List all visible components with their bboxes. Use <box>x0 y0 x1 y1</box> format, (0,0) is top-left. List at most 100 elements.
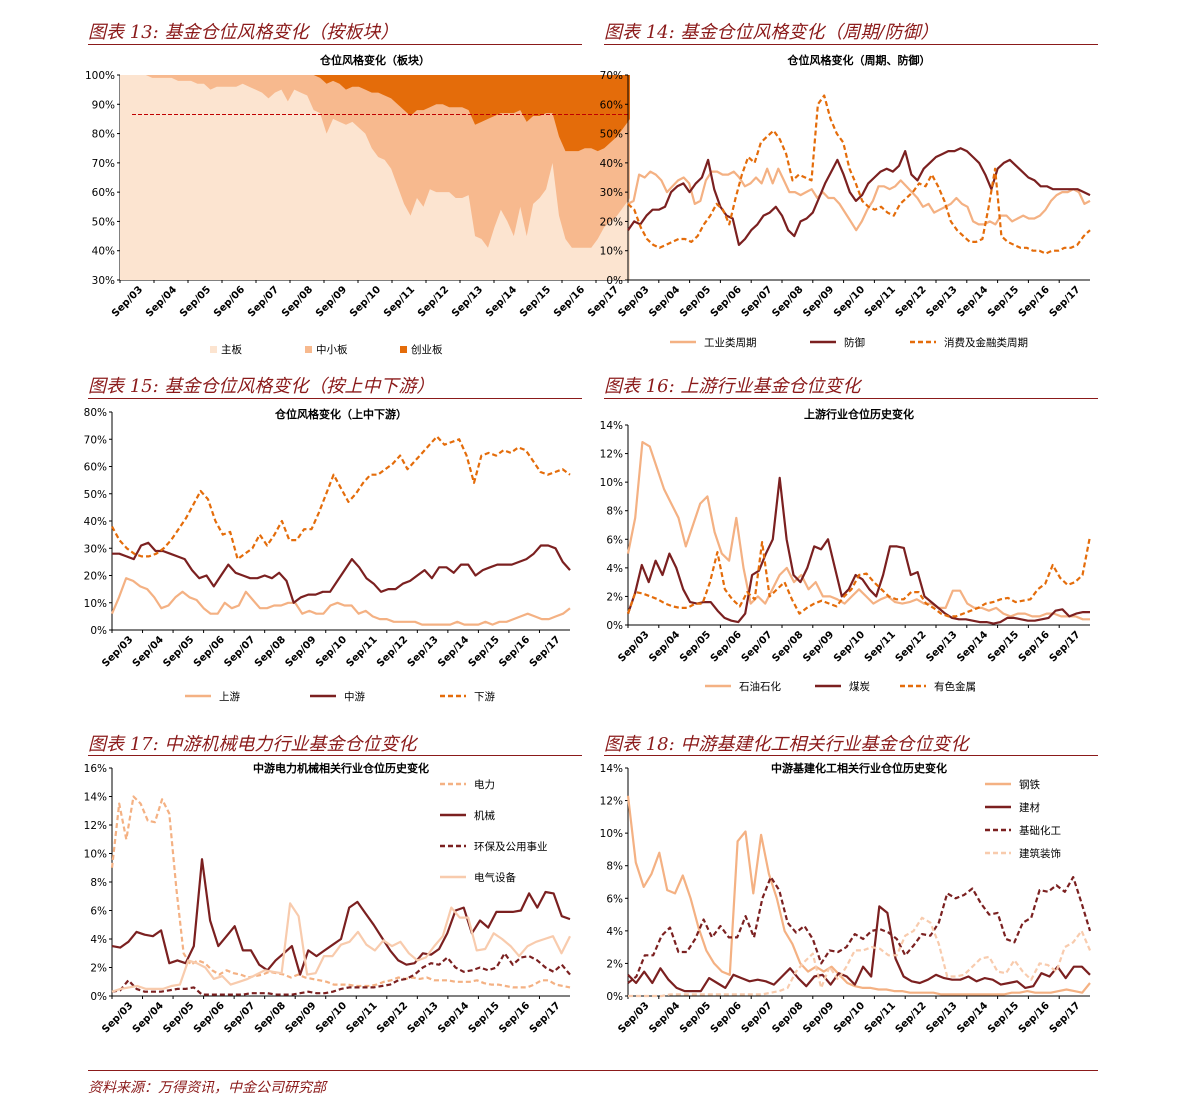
x-tick-label: Sep/04 <box>647 1000 682 1035</box>
x-tick-label: Sep/13 <box>406 1000 441 1035</box>
y-tick-label: 60% <box>84 462 107 474</box>
chart-title: 上游行业仓位历史变化 <box>804 407 914 421</box>
x-tick-label: Sep/04 <box>647 284 682 319</box>
y-tick-label: 20% <box>84 571 107 583</box>
legend-swatch <box>210 346 217 353</box>
legend-label: 防御 <box>844 336 865 349</box>
x-tick-label: Sep/06 <box>212 284 247 319</box>
panel-title-14: 图表 14: 基金仓位风格变化（周期/防御） <box>604 22 939 43</box>
x-tick-label: Sep/08 <box>770 1000 805 1035</box>
x-tick-label: Sep/17 <box>1048 1000 1083 1035</box>
panel-title-16: 图表 16: 上游行业基金仓位变化 <box>604 376 861 397</box>
x-tick-label: Sep/15 <box>518 284 553 319</box>
x-tick-label: Sep/03 <box>100 634 135 669</box>
y-tick-label: 30% <box>92 275 115 287</box>
y-tick-label: 40% <box>84 516 107 528</box>
x-tick-label: Sep/08 <box>253 1000 288 1035</box>
y-tick-label: 0% <box>606 991 623 1003</box>
x-tick-label: Sep/04 <box>144 284 179 319</box>
y-tick-label: 14% <box>84 792 107 804</box>
x-tick-label: Sep/10 <box>348 284 383 319</box>
y-tick-label: 2% <box>606 591 623 603</box>
source-note: 资料来源：万得资讯，中金公司研究部 <box>88 1080 326 1096</box>
footer-rule <box>88 1070 1098 1071</box>
legend-label: 主板 <box>221 343 242 356</box>
line-series-防御 <box>627 147 1091 246</box>
y-tick-label: 90% <box>92 99 115 111</box>
y-tick-label: 50% <box>92 216 115 228</box>
x-tick-label: Sep/12 <box>375 1000 410 1035</box>
title-rule-18 <box>604 755 1098 756</box>
y-tick-label: 6% <box>606 534 623 546</box>
x-tick-label: Sep/11 <box>863 1000 898 1035</box>
x-tick-label: Sep/13 <box>450 284 485 319</box>
legend-swatch <box>400 346 407 353</box>
x-tick-label: Sep/11 <box>863 629 898 664</box>
line-series-基础化工 <box>627 875 1092 984</box>
x-tick-label: Sep/06 <box>709 629 744 664</box>
legend-label: 消费及金融类周期 <box>944 336 1028 349</box>
y-tick-label: 60% <box>600 99 623 111</box>
line-series-环保及公用事业 <box>111 952 571 996</box>
x-tick-label: Sep/06 <box>192 634 227 669</box>
x-tick-label: Sep/17 <box>1048 284 1083 319</box>
x-tick-label: Sep/08 <box>770 284 805 319</box>
chart-title: 中游电力机械相关行业仓位历史变化 <box>253 761 429 775</box>
line-series-机械 <box>111 858 571 976</box>
legend-label: 电力 <box>474 778 495 791</box>
x-tick-label: Sep/15 <box>467 634 502 669</box>
y-tick-label: 10% <box>84 849 107 861</box>
x-tick-label: Sep/04 <box>131 1000 166 1035</box>
title-rule-16 <box>604 398 1098 399</box>
area-series-主板 <box>120 75 630 280</box>
line-series-建材 <box>627 905 1091 993</box>
x-tick-label: Sep/06 <box>192 1000 227 1035</box>
x-tick-label: Sep/14 <box>484 284 519 319</box>
x-tick-label: Sep/05 <box>161 634 196 669</box>
line-series-上游 <box>110 577 571 626</box>
x-tick-label: Sep/12 <box>416 284 451 319</box>
x-tick-label: Sep/07 <box>740 629 775 664</box>
line-series-工业类周期 <box>627 167 1091 232</box>
x-tick-label: Sep/14 <box>955 284 990 319</box>
line-series-下游 <box>111 435 571 561</box>
x-tick-label: Sep/15 <box>986 1000 1021 1035</box>
line-series-石油石化 <box>626 440 1090 621</box>
x-tick-label: Sep/14 <box>436 634 471 669</box>
panel-title-15: 图表 15: 基金仓位风格变化（按上中下游） <box>88 376 435 397</box>
y-tick-label: 70% <box>84 434 107 446</box>
x-tick-label: Sep/11 <box>863 284 898 319</box>
y-tick-label: 6% <box>90 906 107 918</box>
x-tick-label: Sep/07 <box>740 1000 775 1035</box>
y-tick-label: 60% <box>92 187 115 199</box>
y-tick-label: 30% <box>600 187 623 199</box>
y-tick-label: 0% <box>606 275 623 287</box>
y-tick-label: 2% <box>90 963 107 975</box>
x-tick-label: Sep/10 <box>832 1000 867 1035</box>
chart-mid-machinery-power: 0% 2% 4% 6% 8% 10% 12% 14% 16% Sep/03 Sep/04 Sep/05… <box>60 758 580 1058</box>
chart-svg: 0%10%20%30%40%50%60%70%80%Sep/03Sep/04Se… <box>84 407 571 703</box>
x-tick-label: Sep/08 <box>253 634 288 669</box>
chart-svg: 0%10%20%30%40%50%60%70%Sep/03Sep/04Sep/0… <box>600 53 1091 349</box>
y-tick-label: 16% <box>84 763 107 775</box>
x-tick-label: Sep/14 <box>436 1000 471 1035</box>
legend-label: 建筑装饰 <box>1019 847 1061 860</box>
legend-label: 建材 <box>1019 801 1041 814</box>
y-tick-label: 80% <box>84 407 107 419</box>
y-tick-label: 70% <box>92 158 115 170</box>
x-tick-label: Sep/05 <box>678 284 713 319</box>
chart-mid-infra-chem: 0% 2% 4% 6% 8% 10% 12% 14% Sep/03 Sep/04 Sep/05 Sep… <box>580 758 1100 1058</box>
legend-label: 有色金属 <box>934 680 976 693</box>
x-tick-label: Sep/10 <box>832 629 867 664</box>
y-tick-label: 70% <box>600 70 623 82</box>
x-tick-label: Sep/12 <box>894 284 929 319</box>
x-tick-label: Sep/09 <box>283 634 318 669</box>
y-tick-label: 8% <box>606 506 623 518</box>
x-tick-label: Sep/16 <box>497 1000 532 1035</box>
y-tick-label: 0% <box>90 991 107 1003</box>
x-tick-label: Sep/09 <box>801 284 836 319</box>
x-tick-label: Sep/05 <box>178 284 213 319</box>
chart-title: 中游基建化工相关行业仓位历史变化 <box>771 761 947 775</box>
legend-label: 工业类周期 <box>704 336 757 349</box>
y-tick-label: 40% <box>92 246 115 258</box>
